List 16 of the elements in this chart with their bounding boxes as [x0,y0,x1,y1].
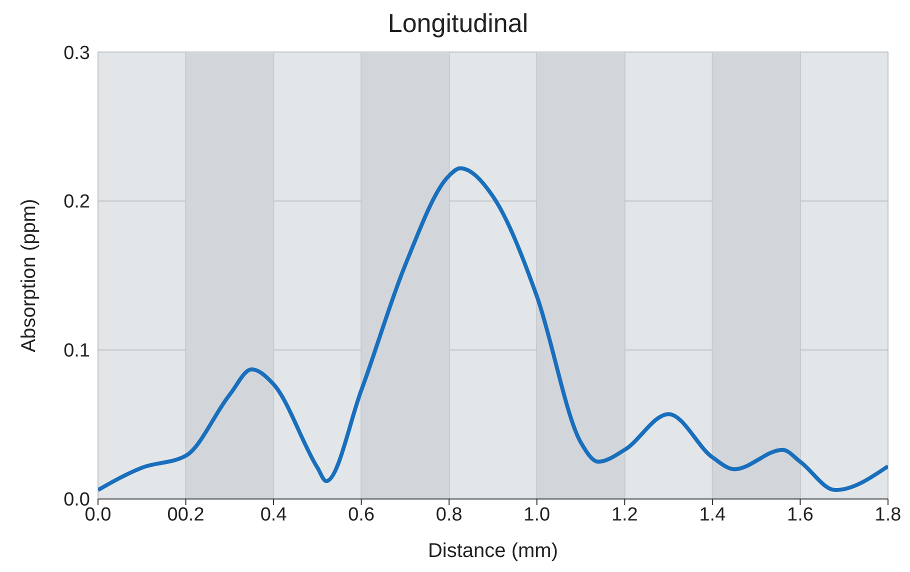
y-axis-title: Absorption (ppm) [18,198,40,352]
x-tick-label: 1.4 [699,504,726,526]
x-axis-title: Distance (mm) [428,540,558,562]
y-tick-label: 0.3 [64,42,90,64]
x-tick-label: 00.2 [167,504,204,526]
x-tick-label: 0.6 [348,504,375,526]
y-tick-label: 0.2 [64,192,90,213]
x-tick-label: 1.6 [787,504,814,526]
x-tick-label: 1.0 [524,504,550,526]
x-tick-label: 1.2 [611,504,638,526]
x-tick-label: 1.8 [874,504,902,526]
x-tick-label: 0.4 [260,504,288,526]
y-tick-label: 0.1 [64,340,90,362]
chart-title: Longitudinal [386,8,530,40]
x-tick-label: 0.8 [436,504,462,526]
line-series [98,166,888,492]
